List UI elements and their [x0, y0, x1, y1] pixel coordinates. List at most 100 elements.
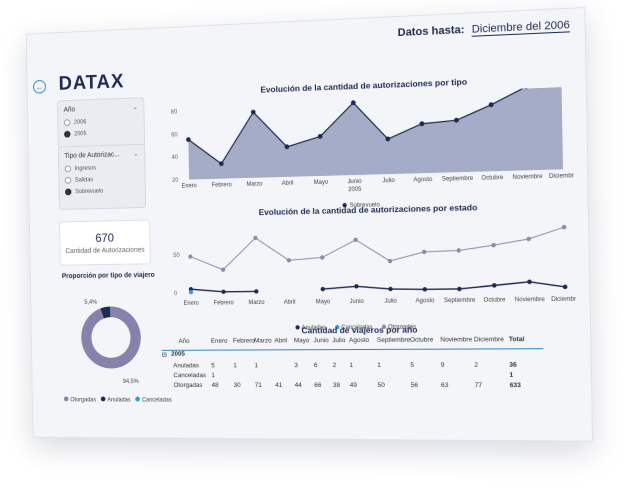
area-fill [188, 87, 564, 180]
x-tick-label: Diciembre [551, 297, 576, 304]
table-cell: 3 [294, 362, 298, 369]
kpi-caption: Cantidad de Autorizaciones [60, 247, 149, 255]
table-cell: 9 [441, 362, 445, 369]
radio-icon[interactable] [65, 188, 72, 195]
donut-legend: Otorgadas Anuladas Canceladas [64, 396, 172, 403]
table-row: Otorgadas 48 30 71 41 44 66 38 49 50 56 63 77 633 [162, 382, 544, 392]
chevron-down-icon[interactable]: ⌄ [133, 150, 139, 158]
table-cell: 1 [211, 372, 215, 379]
year-option[interactable]: 2006 [64, 117, 138, 126]
table-cell: 1 [509, 372, 513, 379]
legend-item: Otorgadas [64, 396, 96, 403]
kpi-value: 670 [60, 230, 149, 245]
table-cell: 5 [211, 362, 215, 369]
type-slicer[interactable]: Tipo de Autorizac... ⌄ Ingresos Salidas … [58, 144, 146, 210]
x-tick-label: Febrero [214, 300, 235, 306]
y-tick-label: 50 [173, 253, 180, 259]
x-tick-label: Julio [384, 299, 397, 305]
legend-swatch [295, 325, 299, 329]
x-tick-label: Octubre [484, 297, 507, 303]
data-point [254, 289, 258, 293]
data-point [188, 254, 192, 258]
legend-swatch [64, 396, 69, 401]
table-cell: 633 [510, 382, 521, 389]
table-title: Cantidad de viajeros por año [301, 325, 417, 336]
type-option[interactable]: Ingresos [65, 163, 139, 172]
chevron-down-icon[interactable]: ⌄ [132, 103, 138, 111]
x-tick-label: Junio [350, 299, 365, 305]
type-option[interactable]: Salidas [65, 175, 139, 184]
column-header: Junio [313, 337, 328, 344]
table-row: Anuladas 5 1 1 3 6 2 1 1 5 9 2 36 [162, 362, 544, 373]
collapse-icon[interactable]: ⊟ [162, 351, 167, 359]
x-tick-label: Noviembre [515, 297, 546, 304]
x-tick-label: Julio [382, 178, 395, 184]
data-point [321, 287, 325, 291]
table-cell: 6 [314, 362, 318, 369]
column-header: Noviembre [440, 336, 472, 343]
x-tick-label: Mayo [316, 299, 331, 305]
row-label: Otorgadas [174, 382, 203, 389]
radio-icon[interactable] [64, 131, 71, 138]
table-cell: 2 [333, 362, 337, 369]
year-slicer[interactable]: Año ⌄ 2006 2005 [57, 97, 145, 150]
data-point [221, 290, 225, 294]
column-header: Septiembre [377, 337, 410, 344]
data-point [320, 255, 324, 259]
table-cell: 1 [349, 362, 353, 369]
x-tick-label: Noviembre [513, 174, 544, 181]
data-point [354, 284, 358, 288]
column-header: Diciembre [474, 336, 504, 343]
donut-label-big: 94,5% [123, 379, 140, 385]
data-point [457, 287, 462, 292]
table-cell: 44 [295, 382, 302, 389]
series-line [190, 227, 565, 270]
radio-icon[interactable] [65, 165, 72, 172]
group-row[interactable]: ⊟ 2005 [162, 349, 544, 362]
type-option[interactable]: Sobrevuelo [65, 187, 139, 196]
column-header: Octubre [410, 337, 433, 344]
column-header: Marzo [254, 338, 272, 345]
year-slicer-title: Año [64, 104, 138, 114]
data-until: Datos hasta: Diciembre del 2006 [398, 19, 570, 39]
data-point [388, 259, 392, 263]
table-cell: 5 [410, 362, 414, 369]
x-tick-label: Octubre [481, 175, 504, 182]
table-cell: 1 [233, 362, 237, 369]
year-option[interactable]: 2005 [64, 128, 138, 137]
data-point [526, 237, 531, 242]
column-header: Agosto [349, 337, 369, 344]
x-tick-label: Marzo [248, 300, 265, 306]
row-label: Anuladas [173, 362, 199, 369]
x-tick-label: Junio [347, 179, 362, 185]
table-cell: 1 [377, 362, 381, 369]
table-cell: 30 [234, 382, 241, 389]
donut-title: Proporción por tipo de viajero [62, 272, 155, 280]
data-point [492, 283, 497, 288]
group-label: 2005 [171, 351, 185, 358]
donut-slice [81, 306, 142, 368]
radio-icon[interactable] [64, 119, 71, 126]
x-tick-label: Agosto [413, 177, 433, 184]
table-cell: 1 [254, 362, 258, 369]
x-tick-label: Enero [182, 183, 198, 189]
table-cell: 63 [441, 382, 448, 389]
dashboard-card: Datos hasta: Diciembre del 2006 ← DATAX … [26, 7, 593, 442]
table-cell: 38 [333, 382, 340, 389]
x-tick-label: Septiembre [444, 298, 476, 304]
data-point [388, 287, 392, 291]
back-arrow-icon[interactable]: ← [33, 80, 46, 94]
legend-item: Canceladas [135, 397, 172, 404]
legend-item: Anuladas [101, 397, 131, 404]
table-cell: 66 [314, 382, 321, 389]
y-tick-label: 0 [174, 291, 178, 297]
x-tick-label: Marzo [246, 181, 263, 187]
data-point [527, 280, 532, 285]
donut-chart: 5,4% 94,5% [64, 284, 159, 391]
radio-icon[interactable] [65, 177, 72, 184]
data-point [423, 287, 428, 291]
data-point [422, 250, 427, 255]
x-tick-label: Abril [282, 181, 294, 187]
table-row: Canceladas 1 1 [162, 372, 544, 382]
data-point [563, 285, 568, 290]
